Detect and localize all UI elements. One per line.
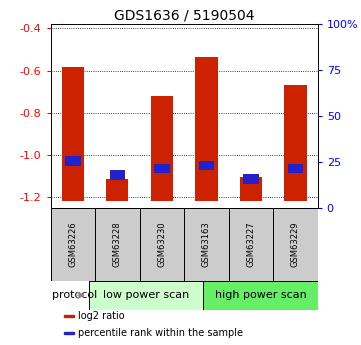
Text: GSM63227: GSM63227 (247, 221, 255, 267)
Bar (199, 161, 214, 170)
Bar (273, 208, 318, 281)
Bar (64, 332, 74, 334)
Bar (62, 67, 84, 201)
Bar (106, 179, 129, 201)
Bar (140, 208, 184, 281)
Bar (243, 175, 259, 184)
Text: high power scan: high power scan (214, 290, 306, 300)
Bar (51, 208, 95, 281)
Bar (184, 208, 229, 281)
Text: GSM63228: GSM63228 (113, 221, 122, 267)
Bar (151, 96, 173, 201)
Bar (89, 281, 203, 309)
Text: percentile rank within the sample: percentile rank within the sample (78, 328, 243, 338)
Bar (288, 164, 303, 173)
Text: GSM63230: GSM63230 (157, 221, 166, 267)
Text: GSM63163: GSM63163 (202, 221, 211, 267)
Bar (109, 170, 125, 180)
Bar (64, 315, 74, 317)
Title: GDS1636 / 5190504: GDS1636 / 5190504 (114, 9, 255, 23)
Bar (195, 57, 217, 201)
Bar (229, 208, 273, 281)
Bar (154, 164, 170, 173)
Bar (203, 281, 318, 309)
Text: GSM63229: GSM63229 (291, 221, 300, 267)
Text: GSM63226: GSM63226 (68, 221, 77, 267)
Text: log2 ratio: log2 ratio (78, 311, 124, 321)
Bar (240, 177, 262, 201)
Bar (65, 157, 81, 166)
Text: low power scan: low power scan (103, 290, 189, 300)
Bar (284, 85, 306, 201)
Text: protocol: protocol (52, 290, 98, 300)
Bar (95, 208, 140, 281)
